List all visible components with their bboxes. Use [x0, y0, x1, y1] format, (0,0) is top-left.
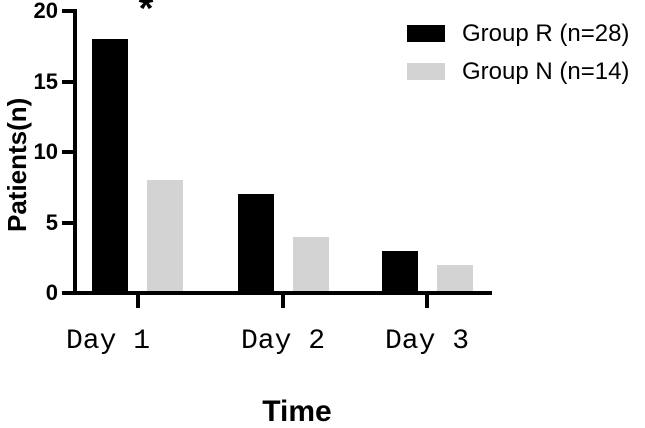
x-axis-tick-label: Day 2 [240, 326, 326, 357]
legend-label-group-n: Group N (n=14) [462, 58, 630, 85]
bar-group-r-day-3 [381, 250, 418, 293]
y-axis-tick [62, 9, 75, 13]
legend-label-group-r: Group R (n=28) [462, 20, 630, 47]
x-axis-line [62, 291, 492, 295]
y-axis-tick-label: 15 [33, 68, 58, 94]
bar-group-n-day-3 [436, 264, 473, 293]
bar-group-n-day-2 [292, 236, 329, 293]
legend-swatch-gray [407, 63, 445, 80]
legend-item-group-n: Group N (n=14) [407, 58, 630, 85]
y-axis-tick [62, 79, 75, 84]
x-axis-tick [281, 293, 285, 308]
x-axis-tick-label: Day 1 [65, 326, 151, 357]
y-axis-tick-label: 20 [33, 0, 58, 23]
y-axis-tick-label: 5 [45, 209, 58, 235]
x-axis-tick [135, 293, 140, 308]
x-axis-title: Time [262, 395, 332, 428]
legend: Group R (n=28) Group N (n=14) [407, 20, 630, 85]
x-axis-tick [425, 293, 429, 308]
y-axis-tick [62, 150, 75, 154]
significance-asterisk: * [138, 0, 154, 30]
y-axis-tick-label: 10 [33, 139, 58, 164]
y-axis-tick [62, 220, 75, 225]
bar-group-n-day-1 [147, 180, 183, 293]
legend-swatch-black [407, 25, 445, 42]
y-axis-tick-label: 0 [45, 280, 58, 305]
legend-item-group-r: Group R (n=28) [407, 20, 630, 47]
bar-group-r-day-1 [92, 39, 128, 293]
bar-group-r-day-2 [237, 194, 274, 293]
x-axis-tick-label: Day 3 [384, 326, 470, 357]
y-axis-line [73, 9, 77, 295]
